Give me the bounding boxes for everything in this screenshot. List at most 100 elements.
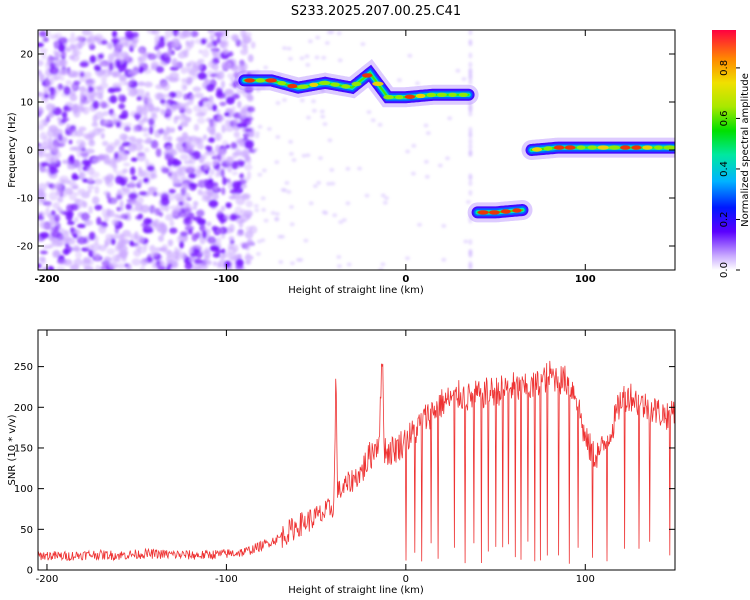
noise-blob bbox=[277, 234, 283, 239]
noise-blob bbox=[180, 66, 188, 74]
noise-blob bbox=[115, 175, 124, 185]
noise-blob bbox=[97, 128, 106, 132]
noise-blob bbox=[200, 250, 210, 255]
noise-blob bbox=[216, 92, 226, 99]
noise-blob bbox=[468, 30, 473, 36]
noise-blob bbox=[170, 128, 175, 133]
noise-blob bbox=[203, 164, 209, 170]
noise-blob bbox=[68, 73, 76, 78]
noise-blob bbox=[304, 54, 310, 59]
noise-blob bbox=[244, 230, 254, 239]
noise-blob bbox=[73, 80, 81, 85]
noise-blob bbox=[468, 126, 473, 133]
noise-blob bbox=[238, 63, 246, 69]
noise-blob bbox=[468, 52, 473, 59]
noise-blob bbox=[40, 162, 49, 167]
noise-blob bbox=[145, 97, 153, 106]
noise-blob bbox=[384, 196, 389, 201]
noise-blob bbox=[63, 247, 70, 256]
noise-blob bbox=[49, 62, 56, 69]
noise-blob bbox=[167, 159, 173, 167]
noise-blob bbox=[291, 158, 297, 162]
noise-blob bbox=[95, 264, 101, 270]
y-tick-label: 50 bbox=[20, 525, 33, 536]
noise-blob bbox=[220, 232, 226, 240]
noise-blob bbox=[69, 93, 78, 102]
noise-blob bbox=[236, 160, 246, 165]
noise-blob bbox=[323, 210, 329, 215]
noise-blob bbox=[240, 107, 248, 115]
noise-blob bbox=[38, 147, 43, 156]
noise-blob bbox=[236, 231, 244, 237]
noise-blob bbox=[48, 110, 54, 117]
noise-blob bbox=[244, 140, 254, 149]
noise-blob bbox=[286, 189, 292, 194]
noise-blob bbox=[143, 228, 154, 233]
noise-blob bbox=[146, 165, 155, 172]
noise-blob bbox=[114, 43, 124, 50]
noise-blob bbox=[112, 198, 117, 205]
noise-blob bbox=[70, 32, 75, 39]
noise-blob bbox=[151, 113, 158, 122]
noise-blob bbox=[117, 233, 123, 242]
snr-y-label: SNR (10 * v/v) bbox=[7, 414, 18, 485]
noise-blob bbox=[190, 70, 200, 77]
noise-blob bbox=[270, 211, 276, 215]
noise-blob bbox=[224, 112, 230, 117]
noise-blob bbox=[158, 128, 165, 135]
noise-blob bbox=[67, 220, 75, 226]
noise-blob bbox=[225, 126, 234, 132]
noise-blob bbox=[229, 213, 238, 221]
noise-blob bbox=[90, 242, 101, 251]
noise-blob bbox=[231, 171, 239, 176]
noise-blob bbox=[47, 141, 53, 149]
noise-blob bbox=[97, 73, 103, 78]
noise-blob bbox=[128, 181, 137, 189]
noise-blob bbox=[119, 200, 124, 209]
noise-blob bbox=[143, 147, 150, 153]
noise-blob bbox=[237, 68, 247, 74]
noise-blob bbox=[209, 119, 217, 129]
noise-blob bbox=[188, 173, 197, 179]
noise-blob bbox=[87, 40, 95, 48]
noise-blob bbox=[441, 223, 447, 228]
noise-blob bbox=[183, 93, 189, 101]
noise-blob bbox=[45, 103, 54, 112]
noise-blob bbox=[122, 168, 128, 174]
noise-blob bbox=[95, 85, 103, 91]
noise-blob bbox=[116, 194, 123, 200]
noise-blob bbox=[125, 203, 132, 210]
noise-blob bbox=[280, 187, 286, 192]
noise-blob bbox=[263, 218, 269, 223]
noise-blob bbox=[244, 85, 254, 94]
noise-blob bbox=[75, 199, 85, 206]
noise-blob bbox=[220, 205, 226, 212]
noise-blob bbox=[138, 236, 145, 244]
noise-blob bbox=[184, 204, 194, 213]
noise-blob bbox=[111, 70, 121, 78]
noise-blob bbox=[91, 84, 97, 92]
noise-blob bbox=[88, 31, 94, 37]
noise-blob bbox=[166, 135, 173, 142]
noise-blob bbox=[108, 62, 114, 72]
x-tick-label: 100 bbox=[576, 574, 595, 585]
noise-blob bbox=[165, 145, 174, 155]
noise-blob bbox=[193, 105, 201, 112]
snr-x-label: Height of straight line (km) bbox=[288, 585, 424, 596]
noise-blob bbox=[468, 143, 473, 150]
noise-blob bbox=[235, 39, 242, 47]
noise-blob bbox=[147, 53, 157, 61]
noise-blob bbox=[38, 199, 43, 206]
noise-blob bbox=[134, 231, 139, 240]
noise-blob bbox=[79, 172, 84, 181]
noise-blob bbox=[111, 238, 116, 246]
noise-blob bbox=[195, 111, 206, 118]
noise-blob bbox=[468, 249, 473, 256]
noise-blob bbox=[174, 115, 180, 120]
noise-blob bbox=[319, 109, 325, 114]
noise-blob bbox=[75, 250, 82, 260]
noise-blob bbox=[224, 260, 232, 269]
noise-blob bbox=[468, 106, 473, 113]
noise-blob bbox=[437, 163, 443, 168]
noise-blob bbox=[336, 31, 342, 36]
